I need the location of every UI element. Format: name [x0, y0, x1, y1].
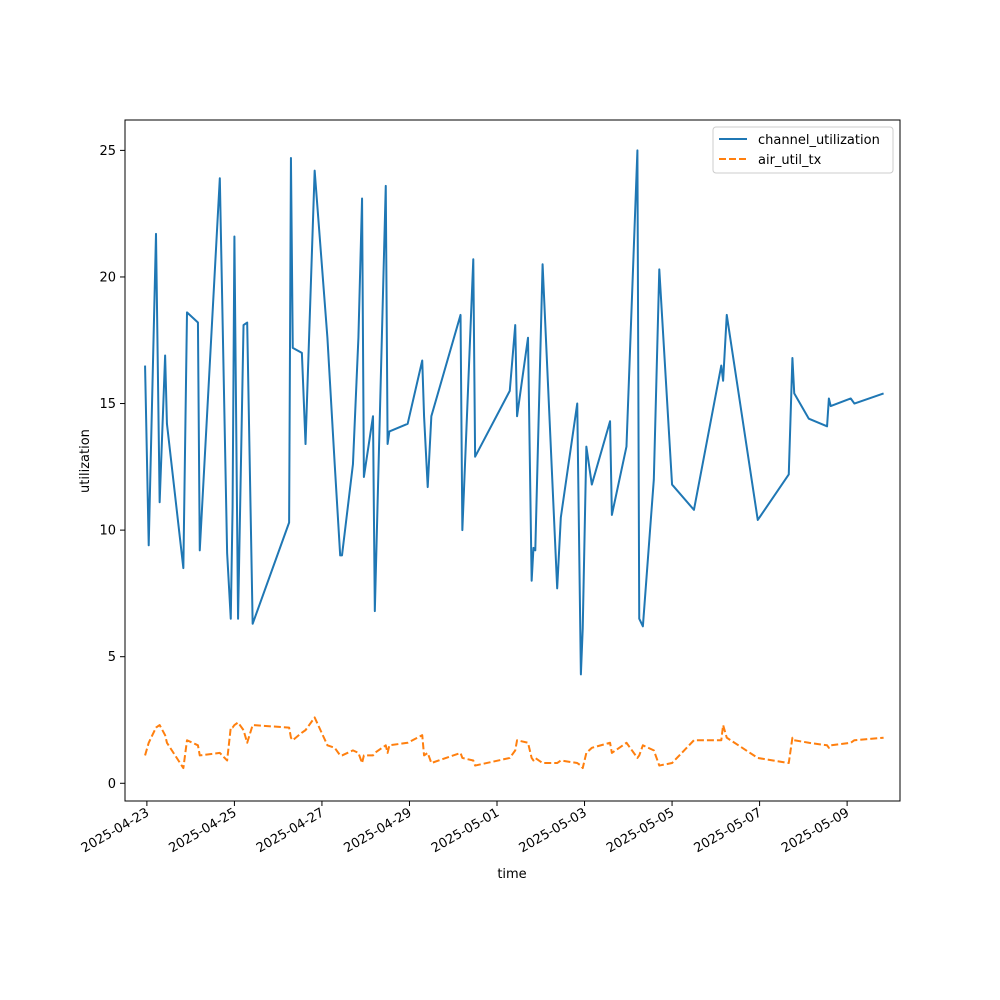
series-layer: [144, 149, 884, 770]
y-tick-label: 10: [99, 524, 116, 539]
legend: channel_utilization air_util_tx: [712, 126, 894, 174]
y-axis-label: utilization: [78, 429, 93, 493]
y-tick-label: 5: [108, 650, 116, 665]
y-tick-label: 25: [99, 144, 116, 159]
series-line-air-util-tx: [144, 716, 884, 770]
y-axis: 0 5 10 15 20 25: [99, 144, 125, 792]
plot-frame: [124, 119, 901, 802]
y-tick-label: 15: [99, 397, 116, 412]
series-line-channel-utilization: [144, 149, 884, 676]
legend-label-air-util-tx: air_util_tx: [758, 153, 822, 168]
y-tick-label: 20: [99, 270, 116, 285]
legend-label-channel-utilization: channel_utilization: [758, 133, 880, 148]
y-tick-label: 0: [108, 777, 116, 792]
x-axis-label: time: [497, 867, 526, 882]
legend-box: [712, 126, 894, 174]
